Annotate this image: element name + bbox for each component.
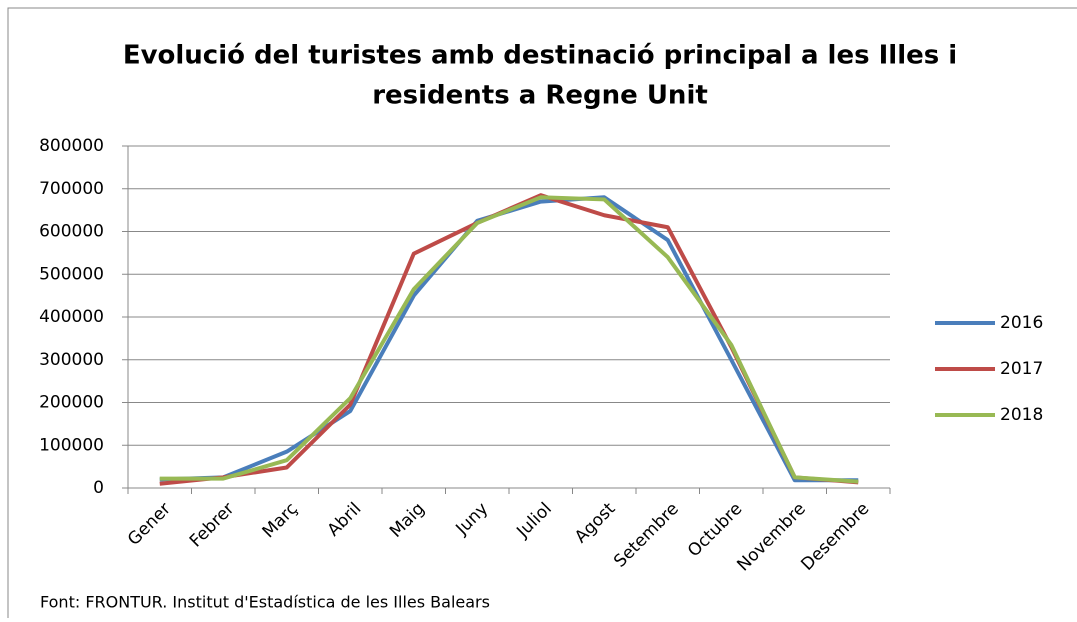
legend-label: 2017 — [1000, 359, 1043, 379]
y-tick-label: 0 — [93, 478, 104, 498]
y-tick-label: 500000 — [39, 264, 104, 284]
legend-label: 2018 — [1000, 405, 1043, 425]
y-tick-label: 700000 — [39, 179, 104, 199]
chart-title: Evolució del turistes amb destinació pri… — [123, 41, 957, 71]
legend-label: 2016 — [1000, 313, 1043, 333]
line — [159, 195, 859, 484]
chart-title: residents a Regne Unit — [372, 81, 708, 111]
y-tick-label: 200000 — [39, 393, 104, 413]
y-tick-label: 400000 — [39, 307, 104, 327]
y-tick-label: 800000 — [39, 136, 104, 156]
y-tick-label: 100000 — [39, 435, 104, 455]
y-tick-label: 600000 — [39, 222, 104, 242]
annotation: Font: FRONTUR. Institut d'Estadística de… — [40, 593, 490, 612]
y-tick-label: 300000 — [39, 350, 104, 370]
chart-border — [7, 7, 1077, 622]
